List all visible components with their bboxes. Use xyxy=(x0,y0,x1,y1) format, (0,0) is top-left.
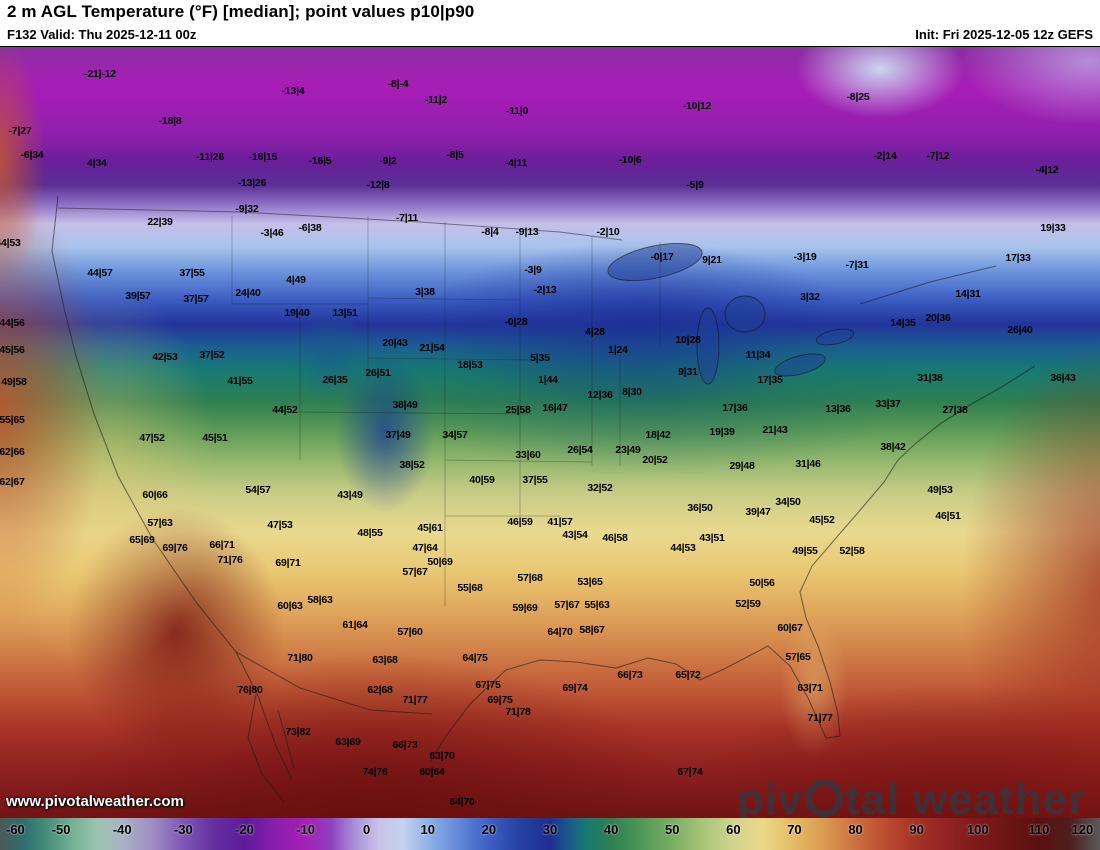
great-lakes xyxy=(607,242,855,385)
colorbar-tick-label: 10 xyxy=(420,822,435,837)
colorbar-tick-label: 60 xyxy=(726,822,741,837)
colorbar-tick-label: 110 xyxy=(1028,822,1050,837)
lake-michigan xyxy=(696,307,720,385)
colorbar-tick-label: 40 xyxy=(603,822,619,837)
state-borders xyxy=(231,216,661,606)
colorbar: -60 -50 -40 -30 -20 -10 0 10 20 30 40 50 60 70 80 90 100… xyxy=(0,818,1100,850)
colorbar-tick-label: 80 xyxy=(848,822,863,837)
map-canvas xyxy=(0,46,1100,818)
colorbar-tick-label: -30 xyxy=(173,822,193,837)
colorbar-tick-label: 90 xyxy=(909,822,924,837)
map-title: 2 m AGL Temperature (°F) [median]; point… xyxy=(7,2,475,21)
colorbar-tick-label: -50 xyxy=(51,822,71,837)
temperature-field xyxy=(0,46,1100,818)
colorbar-tick-label: -10 xyxy=(296,822,315,837)
colorbar-gradient xyxy=(0,818,1100,850)
colorbar-tick-label: 30 xyxy=(542,822,558,837)
brand-watermark: piv tal weather xyxy=(737,778,1086,822)
colorbar-tick-label: -20 xyxy=(235,822,254,837)
coastlines xyxy=(51,195,1036,803)
brand-suffix: tal weather xyxy=(845,775,1086,824)
brand-prefix: piv xyxy=(736,775,804,824)
lake-ontario xyxy=(815,328,855,346)
country-border-canada xyxy=(57,207,623,241)
colorbar-tick-label: -40 xyxy=(112,822,132,837)
brand-logo-o-icon xyxy=(805,779,844,817)
header: 2 m AGL Temperature (°F) [median]; point… xyxy=(0,0,1100,47)
colorbar-tick-label: -60 xyxy=(5,822,25,837)
colorbar-tick-label: 20 xyxy=(481,822,497,837)
colorbar-tick-label: 120 xyxy=(1071,822,1094,837)
lake-erie xyxy=(774,353,826,377)
site-url-watermark: www.pivotalweather.com xyxy=(6,793,184,810)
lake-huron xyxy=(724,295,766,333)
colorbar-tick-label: 100 xyxy=(966,822,989,837)
init-time-label: Init: Fri 2025-12-05 12z GEFS xyxy=(915,27,1093,42)
colorbar-tick-label: 0 xyxy=(363,822,371,837)
lake-superior xyxy=(607,242,703,282)
map-borders xyxy=(51,195,1036,803)
valid-time-label: F132 Valid: Thu 2025-12-11 00z xyxy=(7,27,197,42)
colorbar-tick-label: 70 xyxy=(787,822,802,837)
colorbar-tick-label: 50 xyxy=(664,822,680,837)
colorbar-ticks: -60 -50 -40 -30 -20 -10 0 10 20 30 40 50 60 70 80 90 100… xyxy=(0,818,1100,850)
